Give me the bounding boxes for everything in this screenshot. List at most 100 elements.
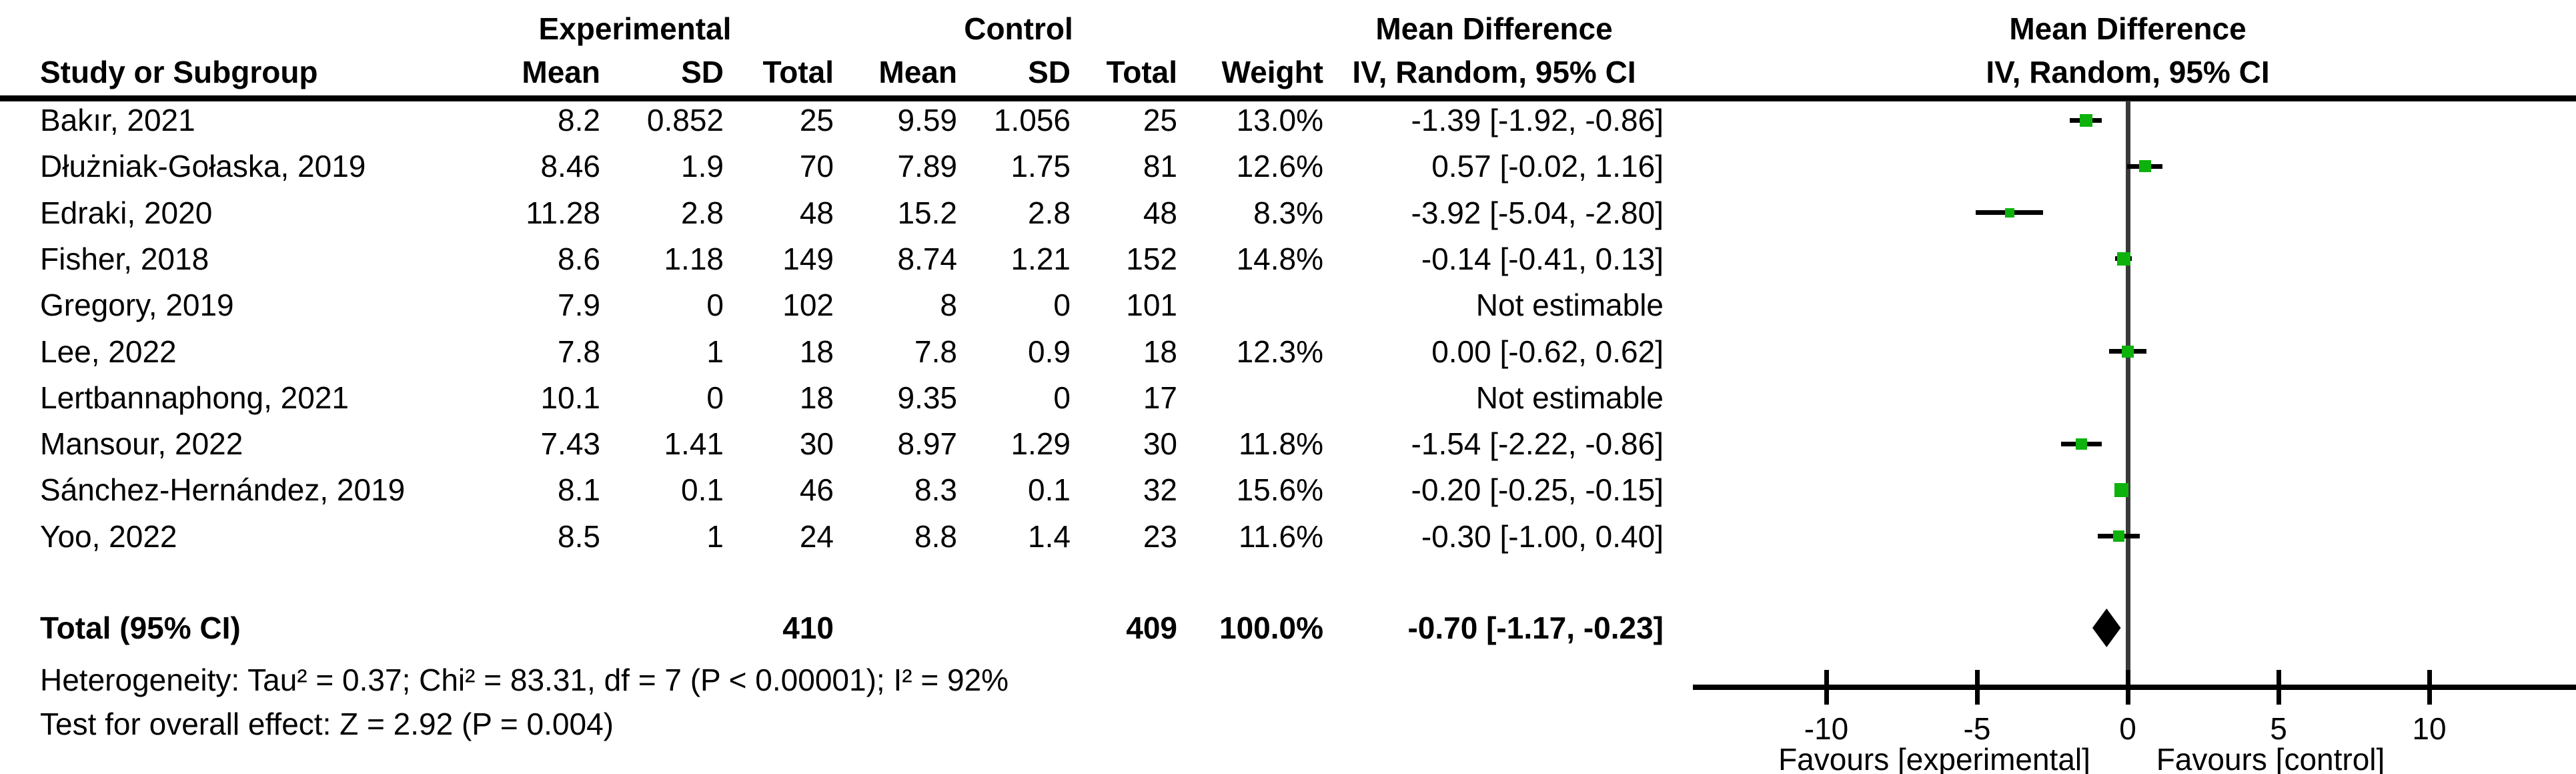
col-header-mean-exp: Mean <box>522 55 600 89</box>
cell-mean_e: 8.1 <box>558 472 600 508</box>
cell-total_e: 48 <box>799 195 834 230</box>
cell-mean_c: 9.35 <box>897 380 957 415</box>
x-axis-line <box>1693 685 2576 690</box>
point-estimate-marker <box>2112 530 2124 542</box>
cell-total_c: 17 <box>1143 380 1177 415</box>
cell-ci: -1.39 [-1.92, -0.86] <box>1411 103 1664 137</box>
cell-mean_e: 8.46 <box>540 149 600 184</box>
total-row-weight: 100.0% <box>1219 611 1323 645</box>
cell-total_c: 25 <box>1143 103 1177 137</box>
cell-sd_c: 0 <box>1053 288 1071 323</box>
axis-tick <box>1974 670 1980 705</box>
axis-tick-label: 5 <box>2270 711 2287 746</box>
col-header-mean-ctrl: Mean <box>878 55 957 89</box>
cell-sd_e: 0 <box>706 288 724 323</box>
cell-sd_e: 1 <box>706 518 724 554</box>
axis-tick-label: 10 <box>2412 711 2447 746</box>
cell-ci: Not estimable <box>1475 288 1664 323</box>
point-estimate-marker <box>2138 160 2151 173</box>
cell-total_e: 102 <box>782 288 834 323</box>
cell-sd_e: 0.1 <box>681 472 724 508</box>
heterogeneity-text: Heterogeneity: Tau² = 0.37; Chi² = 83.31… <box>40 663 1009 697</box>
cell-weight: 15.6% <box>1236 472 1323 508</box>
cell-study-name: Yoo, 2022 <box>40 518 177 554</box>
cell-mean_c: 8 <box>940 288 957 323</box>
cell-total_c: 152 <box>1126 241 1177 276</box>
cell-total_c: 32 <box>1143 472 1177 508</box>
cell-sd_c: 1.4 <box>1028 518 1071 554</box>
cell-total_c: 18 <box>1143 334 1177 369</box>
cell-weight: 13.0% <box>1236 103 1323 137</box>
cell-ci: 0.57 [-0.02, 1.16] <box>1431 149 1664 184</box>
cell-mean_c: 8.74 <box>897 241 957 276</box>
cell-study-name: Gregory, 2019 <box>40 288 234 323</box>
cell-mean_e: 7.43 <box>540 426 600 462</box>
cell-mean_e: 10.1 <box>540 380 600 415</box>
col-header-total-exp: Total <box>762 55 834 89</box>
cell-study-name: Dłużniak-Gołaska, 2019 <box>40 149 366 184</box>
point-estimate-marker <box>2079 113 2092 127</box>
col-header-sd-ctrl: SD <box>1028 55 1071 89</box>
overall-effect-text: Test for overall effect: Z = 2.92 (P = 0… <box>40 707 614 741</box>
axis-tick <box>2125 670 2130 705</box>
cell-sd_e: 1.18 <box>664 241 724 276</box>
cell-total_e: 70 <box>799 149 834 184</box>
cell-mean_e: 11.28 <box>526 195 600 230</box>
cell-total_e: 24 <box>799 518 834 554</box>
header-divider-rule <box>0 95 2576 101</box>
cell-sd_c: 0.9 <box>1028 334 1071 369</box>
total-row-total-exp: 410 <box>782 611 834 645</box>
cell-sd_c: 1.29 <box>1011 426 1071 462</box>
cell-total_e: 149 <box>782 241 834 276</box>
cell-ci: Not estimable <box>1475 380 1664 415</box>
cell-total_e: 30 <box>799 426 834 462</box>
axis-tick <box>1824 670 1829 705</box>
group-header-control: Control <box>964 11 1073 46</box>
cell-weight: 14.8% <box>1236 241 1323 276</box>
cell-weight: 12.6% <box>1236 149 1323 184</box>
cell-mean_c: 8.97 <box>897 426 957 462</box>
cell-study-name: Edraki, 2020 <box>40 195 213 230</box>
cell-sd_e: 1.9 <box>681 149 724 184</box>
cell-study-name: Mansour, 2022 <box>40 426 243 462</box>
axis-tick-label: -5 <box>1963 711 1991 746</box>
cell-total_e: 46 <box>799 472 834 508</box>
cell-study-name: Bakır, 2021 <box>40 103 195 137</box>
col-header-total-ctrl: Total <box>1106 55 1177 89</box>
zero-effect-line <box>2126 101 2130 687</box>
cell-total_e: 25 <box>799 103 834 137</box>
favours-right-label: Favours [control] <box>2156 742 2385 774</box>
cell-ci: 0.00 [-0.62, 0.62] <box>1431 334 1664 369</box>
cell-mean_c: 15.2 <box>897 195 957 230</box>
cell-mean_e: 7.9 <box>558 288 600 323</box>
col-header-ci-left: IV, Random, 95% CI <box>1352 55 1636 89</box>
cell-total_e: 18 <box>799 334 834 369</box>
cell-mean_c: 7.89 <box>897 149 957 184</box>
cell-total_c: 30 <box>1143 426 1177 462</box>
cell-sd_e: 2.8 <box>681 195 724 230</box>
point-estimate-marker <box>2122 345 2134 358</box>
cell-sd_e: 1 <box>706 334 724 369</box>
cell-total_c: 101 <box>1126 288 1177 323</box>
cell-mean_e: 8.2 <box>558 103 600 137</box>
cell-ci: -3.92 [-5.04, -2.80] <box>1411 195 1664 230</box>
cell-ci: -0.14 [-0.41, 0.13] <box>1421 241 1664 276</box>
cell-study-name: Sánchez-Hernández, 2019 <box>40 472 406 508</box>
cell-total_e: 18 <box>799 380 834 415</box>
summary-diamond <box>2092 609 2121 647</box>
cell-total_c: 81 <box>1143 149 1177 184</box>
cell-mean_c: 9.59 <box>897 103 957 137</box>
cell-sd_c: 0.1 <box>1028 472 1071 508</box>
favours-left-label: Favours [experimental] <box>1778 742 2090 774</box>
cell-study-name: Fisher, 2018 <box>40 241 209 276</box>
col-header-sd-exp: SD <box>681 55 724 89</box>
cell-sd_c: 0 <box>1053 380 1071 415</box>
cell-mean_e: 8.5 <box>558 518 600 554</box>
cell-mean_c: 8.3 <box>914 472 957 508</box>
cell-mean_c: 8.8 <box>914 518 957 554</box>
cell-sd_e: 0.852 <box>646 103 724 137</box>
group-header-mean-difference-left: Mean Difference <box>1375 11 1613 46</box>
cell-sd_e: 0 <box>706 380 724 415</box>
total-row-total-ctrl: 409 <box>1126 611 1177 645</box>
